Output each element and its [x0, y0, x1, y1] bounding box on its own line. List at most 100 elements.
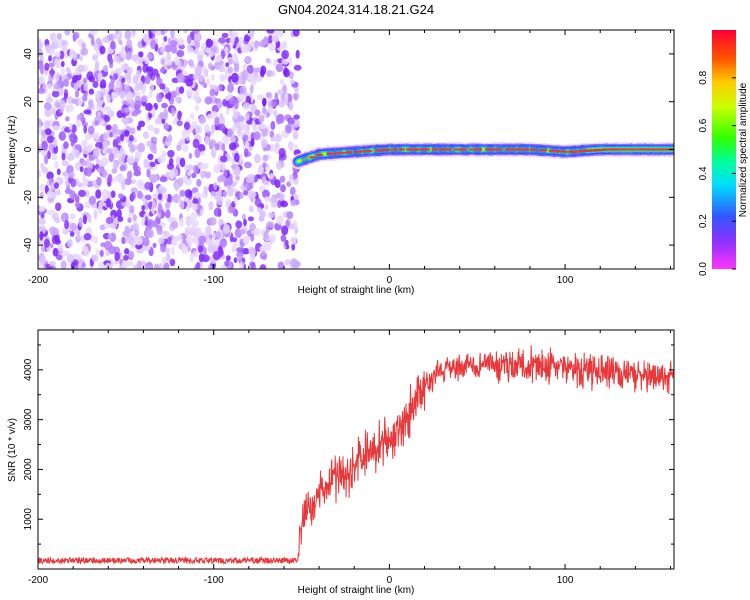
noise-spot [204, 68, 209, 78]
noise-spot [102, 141, 109, 148]
noise-spot [281, 40, 288, 50]
noise-spot [276, 200, 282, 209]
noise-spot [236, 247, 245, 253]
noise-spot [138, 120, 146, 128]
noise-spot [259, 209, 265, 217]
noise-spot [191, 187, 199, 194]
noise-spot [103, 222, 111, 229]
noise-spot [201, 254, 210, 263]
noise-spot [39, 191, 44, 200]
noise-spot [204, 136, 210, 146]
noise-spot [52, 125, 60, 131]
noise-spot [105, 124, 112, 131]
noise-spot [106, 148, 113, 154]
noise-spot [107, 233, 113, 240]
noise-spot [54, 161, 59, 169]
noise-spot [61, 160, 69, 167]
noise-spot [169, 169, 175, 180]
noise-spot [191, 172, 197, 179]
noise-spot [204, 171, 211, 179]
noise-spot [162, 256, 167, 265]
noise-spot [217, 245, 223, 253]
noise-spot [159, 176, 168, 183]
noise-spot [247, 73, 255, 81]
noise-spot [194, 148, 201, 159]
noise-spot [248, 205, 254, 213]
noise-spot [108, 81, 115, 92]
noise-spot [114, 251, 120, 262]
noise-spot [275, 192, 281, 198]
noise-spot [79, 166, 84, 173]
noise-spot [46, 135, 55, 144]
noise-spot [274, 92, 279, 101]
noise-spot [167, 91, 172, 101]
noise-spot [220, 155, 228, 163]
noise-spot [156, 92, 163, 103]
noise-spot [143, 33, 149, 43]
noise-spot [235, 175, 240, 181]
noise-spot [216, 100, 223, 109]
noise-spot [222, 135, 230, 144]
noise-spot [269, 173, 274, 180]
noise-spot [262, 189, 270, 199]
noise-spot [208, 264, 212, 269]
noise-spot [94, 120, 100, 126]
noise-spot [130, 191, 136, 200]
noise-spot [117, 129, 122, 136]
noise-spot [194, 65, 202, 75]
noise-spot [87, 125, 95, 135]
noise-spot [160, 58, 165, 66]
noise-spot [259, 246, 264, 252]
noise-spot [290, 236, 297, 245]
noise-spot [219, 112, 224, 121]
noise-spot [236, 251, 244, 258]
noise-spot [176, 144, 182, 152]
noise-spot [58, 131, 66, 141]
noise-spot [114, 175, 122, 182]
noise-spot [108, 33, 115, 41]
noise-spot [134, 100, 142, 109]
noise-spot [205, 226, 212, 236]
noise-spot [281, 100, 289, 105]
noise-spot [223, 224, 230, 234]
noise-spot [179, 157, 186, 168]
noise-spot [72, 31, 80, 40]
noise-spot [262, 98, 267, 107]
noise-spot [271, 100, 277, 108]
noise-spot [179, 189, 186, 197]
noise-spot [118, 193, 124, 199]
noise-spot [201, 42, 206, 52]
noise-spot [174, 56, 180, 66]
noise-spot [95, 189, 102, 199]
noise-spot [277, 114, 285, 124]
noise-spot [116, 67, 125, 73]
noise-spot [245, 141, 250, 150]
noise-spot [185, 226, 192, 232]
noise-spot [276, 30, 285, 38]
noise-spot [47, 150, 51, 160]
noise-spot [294, 86, 299, 93]
noise-spot [177, 233, 183, 242]
noise-spot [60, 260, 67, 269]
noise-spot [288, 101, 294, 111]
noise-spot [191, 222, 197, 233]
noise-spot [131, 179, 137, 185]
noise-spot [228, 59, 234, 65]
spectrogram-x-tick-label: 100 [557, 275, 574, 286]
noise-spot [136, 179, 144, 188]
noise-spot [161, 102, 168, 109]
noise-spot [231, 72, 239, 83]
noise-spot [170, 30, 175, 39]
noise-spot [196, 179, 202, 187]
noise-spot [48, 62, 55, 68]
noise-spot [64, 219, 70, 230]
noise-spot [207, 113, 211, 120]
noise-spot [210, 111, 218, 117]
noise-spot [98, 201, 106, 207]
noise-spot [124, 248, 130, 255]
noise-spot [104, 262, 112, 269]
noise-spot [152, 242, 157, 248]
noise-spot [243, 148, 249, 158]
noise-spot [218, 123, 226, 132]
